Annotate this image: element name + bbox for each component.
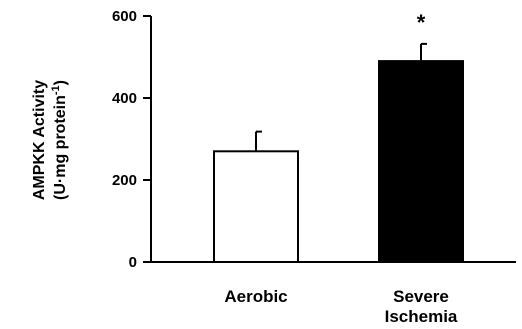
y-ticks: 0 200 400 600 xyxy=(112,8,151,271)
y-tick-label: 400 xyxy=(112,90,137,107)
y-tick-label: 0 xyxy=(129,254,137,271)
y-axis-label-line2: (U·mg protein-1) xyxy=(50,80,69,200)
x-tick-label: Severe xyxy=(393,287,449,306)
bar xyxy=(378,60,464,263)
y-tick-label: 600 xyxy=(112,8,137,25)
bars: * xyxy=(213,10,464,263)
y-tick-label: 200 xyxy=(112,172,137,189)
significance-marker: * xyxy=(417,10,426,35)
y-axis-label-line1: AMPKK Activity xyxy=(31,80,48,200)
bar xyxy=(213,150,299,263)
x-tick-label-line2: Ischemia xyxy=(385,307,458,326)
x-tick-label: Aerobic xyxy=(224,287,287,306)
